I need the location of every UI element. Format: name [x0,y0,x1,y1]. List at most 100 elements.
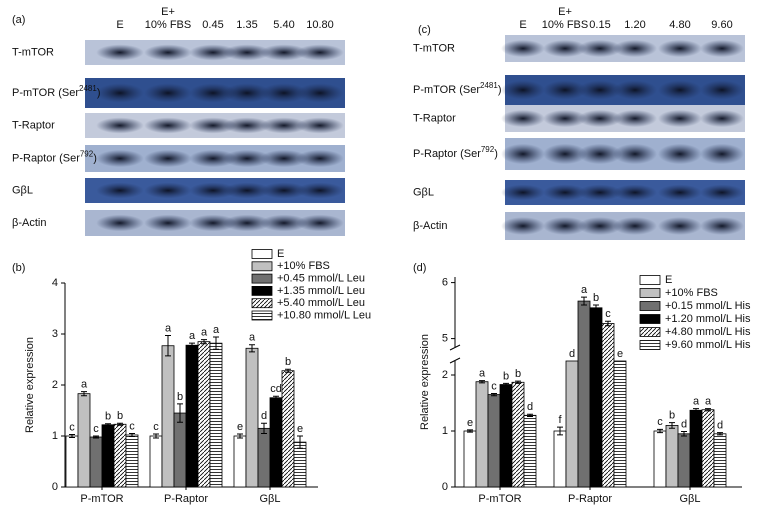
blot-band [96,83,144,103]
y-tick-label: 3 [52,328,58,340]
significance-letter: a [693,396,700,408]
x-tick-label: P-mTOR [478,493,521,505]
significance-letter: c [93,423,99,435]
bar [113,423,127,488]
legend-swatch [251,285,273,296]
row-label-name: T-Raptor [413,112,456,124]
bar [149,435,163,488]
blot-band [260,44,308,61]
bar [463,430,477,488]
blot-band [613,39,657,58]
significance-letter: b [669,410,675,422]
error-bar [657,428,663,434]
lane-label: 0.15 [589,19,610,31]
panel-label: (d) [413,262,426,274]
legend-swatch [251,249,273,259]
bar [197,341,211,488]
bar [601,323,615,488]
blot-band [700,109,744,128]
blot-band [658,109,702,128]
blot-band [223,44,271,61]
blot-band [700,143,744,165]
legend-label: E [277,248,284,260]
blot-band [700,184,744,201]
blot-band [501,217,545,235]
legend-swatch [639,314,661,324]
legend-swatch [251,310,273,321]
lane-label: E [116,19,123,31]
error-bar [527,413,533,417]
significance-letter: f [558,414,562,426]
blot-band [658,217,702,235]
panel-label: (b) [12,262,25,274]
significance-letter: c [657,416,663,428]
lane-label: 0.45 [202,19,223,31]
blot-band [260,149,308,168]
bar [487,394,501,488]
significance-letter: e [467,417,473,429]
x-tick-label: P-mTOR [80,493,123,505]
significance-letter: d [569,348,575,360]
y-tick-label: 5 [442,333,448,345]
bar [281,370,295,488]
row-label-name: P-Raptor (Ser [12,152,80,164]
blot-band [613,80,657,100]
blot-band [658,143,702,165]
bar [653,430,667,488]
bar [89,436,103,488]
row-label-name: β-Actin [12,217,46,229]
row-label: GβL [413,186,434,198]
error-bar [81,391,87,397]
row-label-sup: 2481 [79,84,97,93]
error-bar [479,380,485,384]
bar [677,433,691,488]
row-label-name: P-mTOR (Ser [12,87,79,99]
blot-band [501,80,545,100]
error-bar [681,431,687,437]
bar [257,427,271,488]
legend-label: +1.35 mmol/L Leu [277,285,365,297]
blot-band [613,109,657,128]
bar [245,347,259,488]
bar [125,434,139,488]
significance-letter: b [117,410,123,422]
error-bar [189,342,195,348]
row-label-end: ) [97,87,101,99]
blot-band [613,143,657,165]
error-bar [515,380,521,384]
significance-letter: a [189,330,196,342]
blot-band [260,182,308,199]
blot-band [260,214,308,232]
bar [475,381,489,488]
blot-band [578,184,622,201]
lane-prefix: E+ [558,6,572,18]
significance-letter: a [165,322,172,334]
x-tick-label: P-Raptor [568,493,612,505]
blot-band [144,117,192,134]
blot-band [223,117,271,134]
row-label: T-Raptor [413,112,456,124]
blot-band [578,109,622,128]
error-bar [105,423,111,427]
blot-band [578,80,622,100]
blot-band [700,39,744,58]
lane-label: 1.20 [624,19,645,31]
error-bar [669,422,675,429]
error-bar [557,426,563,436]
error-bar [237,433,243,439]
significance-letter: e [617,348,623,360]
legend-swatch [251,273,273,284]
row-label-name: P-mTOR (Ser [413,84,480,96]
legend-label: +0.15 mmol/L His [665,300,751,312]
significance-letter: a [705,396,712,408]
blot-band [700,217,744,235]
significance-letter: b [105,411,111,423]
significance-letter: a [81,379,88,391]
lane-label: E [519,19,526,31]
row-label: GβL [12,184,33,196]
error-bar [693,408,699,413]
axis-break [449,344,461,364]
blot-band [96,44,144,61]
bar [65,435,79,488]
legend-label: +10.80 mmol/L Leu [277,309,371,321]
